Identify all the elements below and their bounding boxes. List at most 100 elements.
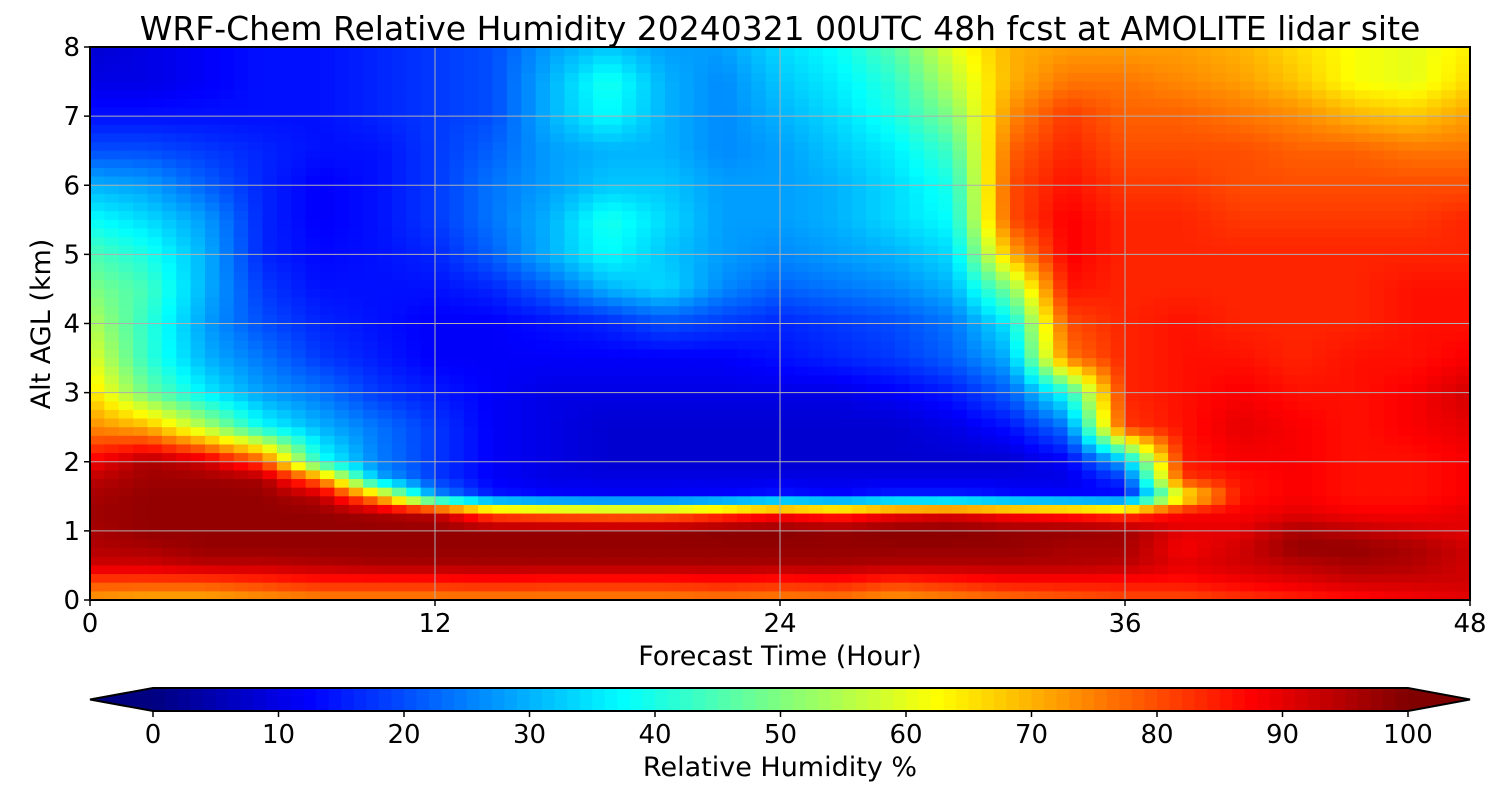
heatmap-cell bbox=[1398, 470, 1414, 480]
heatmap-cell bbox=[1426, 116, 1442, 126]
heatmap-cell bbox=[161, 185, 177, 195]
heatmap-cell bbox=[1225, 487, 1241, 497]
heatmap-cell bbox=[593, 306, 609, 316]
heatmap-cell bbox=[1455, 487, 1471, 497]
heatmap-cell bbox=[176, 263, 192, 273]
heatmap-cell bbox=[334, 245, 350, 255]
heatmap-cell bbox=[880, 219, 896, 230]
heatmap-cell bbox=[190, 263, 206, 273]
heatmap-cell bbox=[751, 383, 767, 394]
heatmap-cell bbox=[348, 193, 364, 204]
heatmap-cell bbox=[880, 444, 896, 454]
heatmap-cell bbox=[708, 366, 724, 376]
heatmap-cell bbox=[363, 470, 379, 480]
heatmap-cell bbox=[104, 297, 120, 307]
heatmap-cell bbox=[435, 98, 450, 109]
heatmap-cell bbox=[1311, 142, 1327, 152]
heatmap-cell bbox=[780, 124, 795, 135]
heatmap-cell bbox=[1010, 461, 1025, 471]
heatmap-cell bbox=[823, 124, 839, 135]
heatmap-cell bbox=[391, 435, 407, 446]
heatmap-cell bbox=[880, 124, 896, 135]
heatmap-cell bbox=[118, 159, 134, 169]
heatmap-cell bbox=[205, 219, 220, 230]
heatmap-cell bbox=[693, 90, 709, 100]
heatmap-cell bbox=[722, 288, 738, 299]
heatmap-cell bbox=[808, 142, 824, 152]
heatmap-cell bbox=[1326, 280, 1342, 290]
heatmap-cell bbox=[823, 392, 839, 402]
heatmap-cell bbox=[1297, 167, 1313, 178]
heatmap-cell bbox=[938, 167, 954, 178]
heatmap-cell bbox=[176, 142, 192, 152]
heatmap-cell bbox=[722, 55, 738, 65]
heatmap-cell bbox=[435, 470, 450, 480]
heatmap-cell bbox=[1182, 470, 1198, 480]
heatmap-cell bbox=[219, 116, 235, 126]
heatmap-cell bbox=[736, 323, 752, 333]
heatmap-cell bbox=[521, 55, 537, 65]
heatmap-cell bbox=[1283, 340, 1299, 351]
heatmap-cell bbox=[866, 64, 882, 74]
heatmap-cell bbox=[1225, 427, 1241, 437]
heatmap-cell bbox=[118, 383, 134, 394]
heatmap-cell bbox=[1254, 453, 1270, 463]
heatmap-cell bbox=[506, 81, 522, 91]
heatmap-cell bbox=[550, 418, 565, 428]
heatmap-cell bbox=[866, 435, 882, 446]
heatmap-cell bbox=[363, 453, 379, 463]
heatmap-cell bbox=[1053, 271, 1069, 281]
heatmap-cell bbox=[1297, 150, 1313, 160]
heatmap-cell bbox=[1053, 444, 1069, 454]
heatmap-cell bbox=[1340, 116, 1356, 126]
heatmap-cell bbox=[435, 176, 450, 186]
heatmap-cell bbox=[478, 349, 494, 359]
heatmap-cell bbox=[621, 340, 637, 351]
heatmap-cell bbox=[722, 314, 738, 325]
heatmap-cell bbox=[1297, 435, 1313, 446]
heatmap-cell bbox=[578, 358, 594, 368]
heatmap-cell bbox=[1168, 392, 1184, 402]
heatmap-cell bbox=[190, 167, 206, 178]
heatmap-cell bbox=[722, 185, 738, 195]
heatmap-cell bbox=[1125, 435, 1140, 446]
heatmap-cell bbox=[1024, 323, 1040, 333]
heatmap-cell bbox=[90, 211, 105, 221]
heatmap-cell bbox=[1369, 176, 1385, 186]
heatmap-cell bbox=[1297, 64, 1313, 74]
heatmap-cell bbox=[665, 453, 680, 463]
heatmap-cell bbox=[506, 90, 522, 100]
heatmap-cell bbox=[636, 461, 652, 471]
heatmap-cell bbox=[995, 409, 1011, 420]
heatmap-cell bbox=[938, 418, 954, 428]
heatmap-cell bbox=[621, 358, 637, 368]
heatmap-cell bbox=[1412, 435, 1428, 446]
heatmap-cell bbox=[995, 81, 1011, 91]
heatmap-cell bbox=[506, 237, 522, 247]
heatmap-cell bbox=[1268, 358, 1284, 368]
heatmap-cell bbox=[1053, 306, 1069, 316]
heatmap-cell bbox=[578, 427, 594, 437]
heatmap-cell bbox=[1412, 409, 1428, 420]
heatmap-cell bbox=[1355, 280, 1370, 290]
heatmap-cell bbox=[506, 47, 522, 57]
heatmap-cell bbox=[363, 435, 379, 446]
heatmap-cell bbox=[1096, 254, 1112, 264]
heatmap-cell bbox=[377, 487, 393, 497]
heatmap-cell bbox=[995, 383, 1011, 394]
heatmap-cell bbox=[334, 418, 350, 428]
heatmap-cell bbox=[780, 418, 795, 428]
heatmap-cell bbox=[564, 314, 580, 325]
heatmap-cell bbox=[492, 176, 508, 186]
heatmap-cell bbox=[1110, 142, 1126, 152]
heatmap-cell bbox=[679, 470, 695, 480]
heatmap-cell bbox=[305, 453, 321, 463]
heatmap-cell bbox=[262, 280, 278, 290]
heatmap-cell bbox=[133, 237, 149, 247]
heatmap-cell bbox=[866, 418, 882, 428]
heatmap-cell bbox=[564, 444, 580, 454]
heatmap-cell bbox=[348, 98, 364, 109]
heatmap-cell bbox=[118, 219, 134, 230]
heatmap-cell bbox=[1326, 444, 1342, 454]
heatmap-cell bbox=[1067, 254, 1083, 264]
